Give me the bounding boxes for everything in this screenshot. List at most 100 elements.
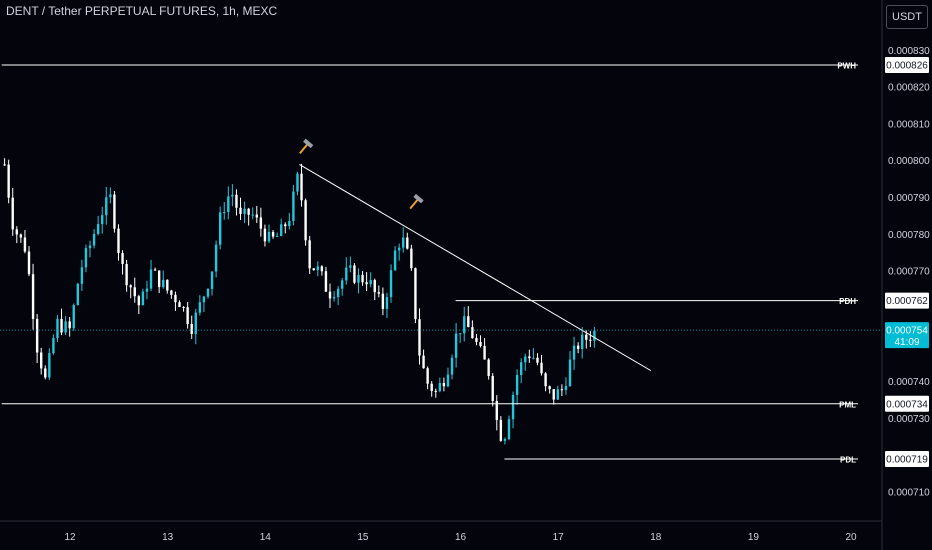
candle-body bbox=[145, 288, 149, 292]
candle-body bbox=[511, 394, 515, 420]
candle-body bbox=[572, 345, 576, 360]
candle-body bbox=[259, 217, 263, 229]
candle-body bbox=[149, 269, 153, 289]
candle-body bbox=[336, 288, 340, 298]
candle-body bbox=[341, 280, 344, 289]
level-badge-pdh bbox=[885, 292, 929, 309]
time-tick: 17 bbox=[553, 532, 565, 543]
candle-body bbox=[292, 191, 295, 222]
candle-body bbox=[113, 194, 116, 229]
level-badge-label: 0.000826 bbox=[886, 61, 928, 72]
candle-body bbox=[263, 228, 267, 242]
candle-body bbox=[206, 288, 210, 297]
candle-body bbox=[137, 296, 141, 306]
candle-body bbox=[105, 197, 108, 216]
candle-body bbox=[251, 214, 254, 216]
candle-body bbox=[316, 266, 320, 271]
candle-body bbox=[487, 359, 490, 376]
candle-body bbox=[68, 321, 71, 329]
level-badge-label: 0.000762 bbox=[886, 296, 928, 307]
candle-body bbox=[178, 302, 181, 308]
candle-body bbox=[524, 356, 527, 363]
price-axis[interactable]: 0.000710 0.000730 0.000740 0.000770 0.000780… bbox=[888, 46, 930, 499]
candle-body bbox=[544, 373, 547, 387]
countdown-label: 41:09 bbox=[894, 337, 919, 348]
candle-body bbox=[170, 290, 173, 295]
candle-body bbox=[585, 334, 588, 340]
candle-body bbox=[96, 224, 100, 234]
candle-body bbox=[312, 268, 315, 271]
level-name-pwh: PWH bbox=[837, 62, 856, 71]
candle-body bbox=[117, 228, 120, 254]
candle-body bbox=[328, 291, 332, 299]
candle-body bbox=[153, 269, 157, 271]
candle-body bbox=[402, 237, 405, 248]
candle-body bbox=[471, 327, 474, 339]
candle-body bbox=[56, 318, 59, 339]
level-badge-label: 0.000734 bbox=[886, 399, 928, 410]
candle-body bbox=[157, 270, 161, 288]
candle-body bbox=[491, 375, 494, 401]
hammer-head bbox=[303, 138, 314, 149]
candle-body bbox=[247, 208, 250, 215]
candle-body bbox=[141, 291, 145, 306]
hammer-handle bbox=[409, 198, 419, 210]
candle-body bbox=[271, 231, 275, 237]
candle-body bbox=[422, 355, 425, 369]
candle-body bbox=[235, 194, 238, 208]
hammer-icon bbox=[409, 193, 424, 210]
candle-body bbox=[23, 237, 27, 252]
candle-body bbox=[308, 240, 311, 269]
candle-body bbox=[31, 274, 35, 319]
price-tick: 0.000810 bbox=[888, 119, 930, 130]
currency-button[interactable]: USDT bbox=[886, 5, 928, 29]
candle-body bbox=[406, 237, 409, 249]
candle-body bbox=[385, 297, 389, 309]
price-tick: 0.000710 bbox=[888, 488, 930, 499]
candle-body bbox=[48, 353, 51, 378]
candle-body bbox=[40, 352, 43, 369]
candle-body bbox=[129, 285, 132, 288]
candle-body bbox=[446, 374, 450, 387]
drawings-layer bbox=[0, 64, 882, 460]
candle-body bbox=[393, 250, 397, 271]
candle-body bbox=[190, 323, 193, 334]
candle-body bbox=[121, 253, 124, 264]
candle-body bbox=[495, 400, 498, 420]
candle-body bbox=[389, 270, 393, 298]
candle-body bbox=[353, 265, 356, 283]
price-tick: 0.000780 bbox=[888, 230, 930, 241]
candle-body bbox=[11, 197, 14, 230]
candle-body bbox=[397, 247, 401, 251]
candle-body bbox=[349, 265, 352, 268]
candle-body bbox=[381, 293, 385, 309]
candle-body bbox=[92, 233, 96, 246]
candle-body bbox=[84, 248, 88, 268]
candle-body bbox=[483, 345, 486, 360]
candle-body bbox=[430, 383, 433, 391]
candle-body bbox=[15, 229, 18, 235]
candle-body bbox=[202, 296, 206, 303]
candle-body bbox=[80, 267, 84, 284]
candle-body bbox=[109, 194, 112, 198]
price-tick: 0.000730 bbox=[888, 414, 930, 425]
candle-body bbox=[182, 307, 185, 309]
candle-body bbox=[450, 357, 454, 375]
candle-body bbox=[296, 173, 299, 192]
candles-layer bbox=[3, 158, 596, 445]
time-axis[interactable]: 12 13 14 15 16 17 18 19 20 bbox=[64, 532, 857, 543]
candle-body bbox=[564, 385, 568, 390]
candle-body bbox=[357, 274, 360, 283]
candle-body bbox=[76, 283, 80, 306]
candle-body bbox=[576, 345, 580, 349]
symbol-title[interactable]: DENT / Tether PERPETUAL FUTURES, 1h, MEX… bbox=[6, 4, 278, 18]
candle-body bbox=[300, 173, 303, 201]
candle-body bbox=[3, 164, 6, 166]
candle-body bbox=[174, 294, 177, 303]
candle-body bbox=[589, 339, 592, 341]
trend-line[interactable] bbox=[299, 163, 652, 372]
time-tick: 18 bbox=[650, 532, 662, 543]
candle-body bbox=[434, 390, 437, 392]
candle-body bbox=[499, 419, 503, 441]
